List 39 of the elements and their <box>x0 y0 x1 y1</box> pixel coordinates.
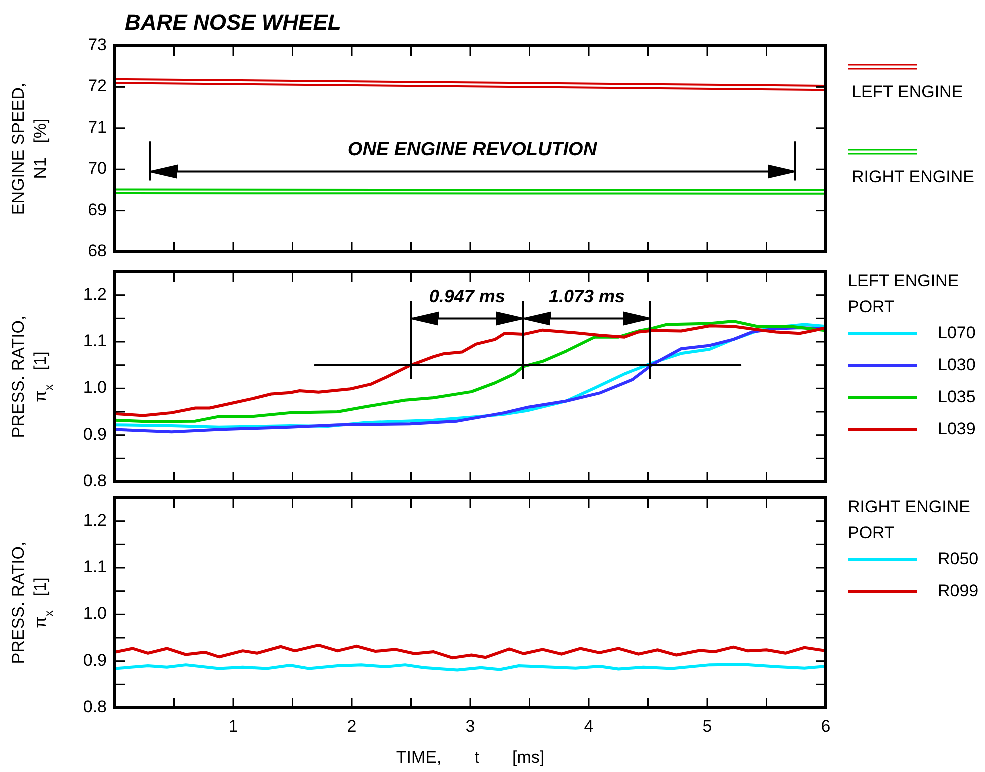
y-tick-label: 0.8 <box>83 471 107 490</box>
legend-label: L070 <box>938 323 976 342</box>
series-label: LEFT ENGINE <box>852 82 964 102</box>
y-tick-label: 1.0 <box>83 378 107 398</box>
y-tick-label: 0.9 <box>83 424 107 444</box>
legend-label: L035 <box>938 387 976 406</box>
x-tick-label: 1 <box>228 717 238 736</box>
legend-title: RIGHT ENGINE PORT <box>848 497 970 542</box>
x-tick-label: 5 <box>702 717 712 736</box>
annotation: 0.947 ms <box>429 286 506 307</box>
y-tick-label: 72 <box>88 76 107 96</box>
line-series <box>115 644 826 660</box>
y-axis-title: ENGINE SPEED, N1 [%] <box>9 82 50 216</box>
annotation: ONE ENGINE REVOLUTION <box>348 140 598 161</box>
y-tick-label: 0.8 <box>83 697 107 716</box>
y-tick-label: 73 <box>88 35 107 54</box>
y-tick-label: 1.1 <box>83 557 107 576</box>
x-tick-label: 4 <box>584 717 594 736</box>
y-tick-label: 70 <box>88 159 107 178</box>
y-tick-label: 1.0 <box>83 604 107 624</box>
legend-label: R099 <box>938 581 979 600</box>
y-tick-label: 68 <box>88 241 107 260</box>
x-tick-label: 6 <box>821 717 831 736</box>
legend-label: L039 <box>938 419 976 438</box>
series-label: RIGHT ENGINE <box>852 167 974 186</box>
legend-label: L030 <box>938 355 976 374</box>
y-tick-label: 0.9 <box>83 650 107 670</box>
y-tick-label: 1.1 <box>83 331 107 350</box>
y-tick-label: 71 <box>88 118 107 137</box>
annotation: 1.073 ms <box>548 286 626 307</box>
chart-title: BARE NOSE WHEEL <box>125 10 342 35</box>
x-axis-title: TIME, t [ms] <box>396 748 545 767</box>
legend-title: LEFT ENGINE PORT <box>848 271 960 316</box>
x-tick-label: 2 <box>347 717 357 736</box>
y-tick-label: 1.2 <box>83 284 107 304</box>
y-tick-label: 1.2 <box>83 510 107 530</box>
x-tick-label: 3 <box>466 717 476 736</box>
legend-label: R050 <box>938 549 979 568</box>
y-tick-label: 69 <box>88 200 107 220</box>
